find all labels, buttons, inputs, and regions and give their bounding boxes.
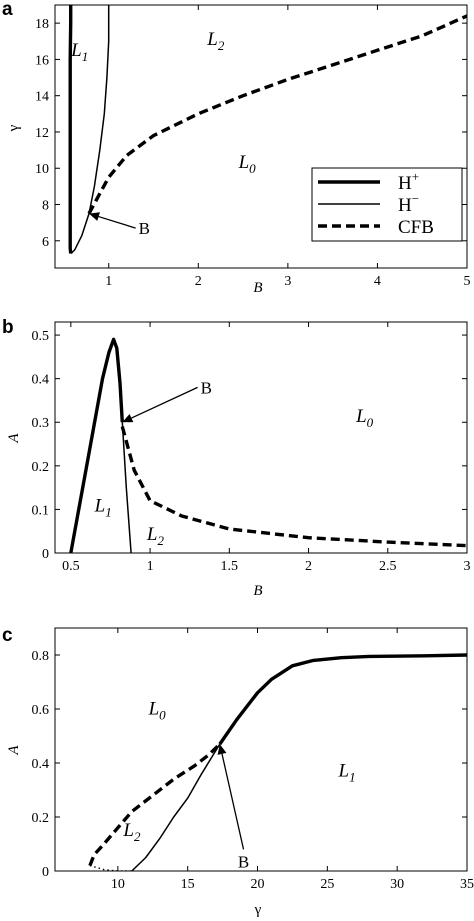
x-axis-label: B bbox=[253, 280, 262, 296]
x-tick-label: 5 bbox=[464, 274, 471, 289]
point-b-label: B bbox=[238, 852, 249, 871]
region-label-subscript: 1 bbox=[105, 505, 112, 520]
series-line-thick bbox=[68, 5, 73, 254]
point-b-arrow-line bbox=[98, 215, 136, 229]
region-label: L1 bbox=[338, 761, 356, 785]
region-label-subscript: 1 bbox=[82, 49, 89, 64]
series-line-dotted bbox=[89, 864, 132, 871]
y-tick-label: 12 bbox=[35, 126, 49, 141]
y-tick-label: 0.2 bbox=[32, 811, 50, 826]
region-label-subscript: 2 bbox=[218, 38, 225, 53]
x-tick-label: 10 bbox=[111, 877, 125, 892]
x-tick-label: 25 bbox=[320, 877, 334, 892]
axes-frame bbox=[54, 321, 468, 554]
x-axis-label: B bbox=[253, 583, 262, 599]
y-tick-label: 14 bbox=[35, 90, 49, 105]
series-line-thick bbox=[218, 653, 467, 746]
y-tick-label: 16 bbox=[35, 53, 49, 68]
panel-letter: b bbox=[2, 317, 14, 338]
region-label: L1 bbox=[70, 40, 88, 64]
legend-label: CFB bbox=[398, 217, 434, 238]
y-tick-label: 0.8 bbox=[32, 649, 50, 664]
x-tick-label: 1 bbox=[105, 274, 112, 289]
x-tick-label: 2 bbox=[195, 274, 202, 289]
x-tick-label: 4 bbox=[374, 274, 381, 289]
x-tick-label: 20 bbox=[251, 877, 265, 892]
x-tick-label: 1.5 bbox=[221, 559, 239, 574]
x-tick-label: 2 bbox=[305, 559, 312, 574]
x-tick-label: 0.5 bbox=[62, 559, 80, 574]
region-label: L0 bbox=[148, 698, 167, 722]
region-label: L2 bbox=[206, 29, 225, 53]
y-tick-label: 0.4 bbox=[32, 373, 50, 388]
x-tick-label: 30 bbox=[390, 877, 404, 892]
region-label-subscript: 1 bbox=[349, 770, 356, 785]
x-tick-label: 15 bbox=[181, 877, 195, 892]
region-label: L2 bbox=[122, 820, 141, 844]
y-tick-label: 0.1 bbox=[32, 503, 50, 518]
axes-frame bbox=[54, 4, 468, 269]
y-tick-label: 0.4 bbox=[32, 757, 50, 772]
x-tick-label: 2.5 bbox=[379, 559, 397, 574]
region-label-subscript: 2 bbox=[134, 829, 141, 844]
region-label: L0 bbox=[355, 406, 374, 430]
y-axis-label: A bbox=[6, 745, 22, 756]
axes-frame bbox=[54, 627, 468, 872]
y-tick-label: 0.5 bbox=[32, 329, 50, 344]
y-tick-label: 0.3 bbox=[32, 416, 50, 431]
panel-letter: a bbox=[2, 0, 13, 20]
series-line-thin bbox=[70, 5, 110, 255]
y-tick-label: 18 bbox=[35, 17, 49, 32]
series-line-thin bbox=[121, 422, 132, 553]
panel-letter: c bbox=[2, 625, 13, 646]
legend-label-superscript: − bbox=[412, 191, 419, 206]
series-line-dashed bbox=[88, 742, 221, 867]
series-line-dashed bbox=[120, 426, 467, 548]
legend: H+H−CFB bbox=[311, 167, 463, 242]
x-tick-label: 3 bbox=[464, 559, 471, 574]
point-b-arrow-head bbox=[122, 413, 134, 423]
y-tick-label: 0 bbox=[42, 547, 49, 562]
point-b-arrow-head bbox=[217, 744, 227, 755]
series-line-thin bbox=[131, 743, 221, 871]
region-label-subscript: 0 bbox=[249, 161, 256, 176]
region-label-subscript: 0 bbox=[367, 415, 374, 430]
x-tick-label: 3 bbox=[284, 274, 291, 289]
point-b-arrow-line bbox=[221, 753, 245, 850]
region-label: L0 bbox=[238, 152, 257, 176]
point-b-arrow-head bbox=[89, 212, 100, 221]
y-axis-label: A bbox=[6, 433, 22, 444]
x-axis-label: γ bbox=[254, 902, 262, 918]
series-line-thick bbox=[69, 337, 124, 553]
region-label-subscript: 2 bbox=[157, 533, 164, 548]
y-tick-label: 0.2 bbox=[32, 460, 50, 475]
point-b-label: B bbox=[201, 378, 212, 397]
chart-panel-b: b 0.5 1 1.5 2 2.5 3 0 0.1 0.2 0.3 0.4 0.5 B A L1 L2 L0 B bbox=[2, 317, 471, 599]
point-b-label: B bbox=[139, 219, 150, 238]
x-tick-label: 1 bbox=[147, 559, 154, 574]
x-tick-label: 35 bbox=[460, 877, 474, 892]
region-label: L1 bbox=[94, 496, 112, 520]
legend-label-superscript: + bbox=[412, 169, 419, 184]
y-tick-label: 0 bbox=[42, 865, 49, 880]
y-tick-label: 6 bbox=[42, 235, 49, 250]
y-tick-label: 0.6 bbox=[32, 703, 50, 718]
point-b-arrow-line bbox=[131, 386, 198, 419]
region-label-subscript: 0 bbox=[159, 707, 166, 722]
y-tick-label: 10 bbox=[35, 162, 49, 177]
y-axis-label: γ bbox=[6, 124, 22, 132]
series-line-dashed bbox=[87, 14, 467, 215]
y-tick-label: 8 bbox=[42, 199, 49, 214]
region-label: L2 bbox=[146, 524, 165, 548]
